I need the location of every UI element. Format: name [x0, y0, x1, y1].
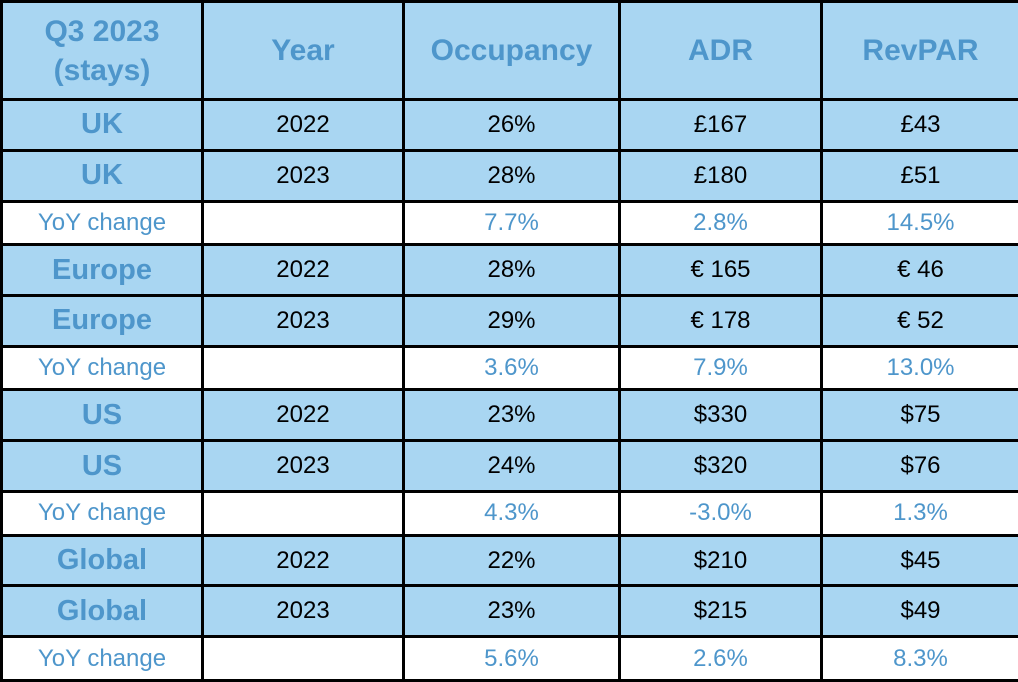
cell-revpar: € 46	[820, 243, 1018, 297]
cell-adr: 2.8%	[618, 199, 823, 247]
region-data-row: US 2023 24% $320 $76	[0, 439, 1018, 493]
cell-occupancy: 23%	[402, 584, 621, 639]
header-cell-adr: ADR	[618, 0, 823, 101]
region-data-row: Global 2023 23% $215 $49	[0, 584, 1018, 639]
cell-revpar: 1.3%	[820, 490, 1018, 537]
cell-occupancy: 23%	[402, 388, 621, 443]
region-data-row: Global 2022 22% $210 $45	[0, 533, 1018, 588]
cell-occupancy: 28%	[402, 148, 621, 203]
cell-region: Europe	[0, 294, 204, 348]
cell-year	[201, 635, 405, 682]
cell-year	[201, 490, 405, 537]
cell-revpar: € 52	[820, 294, 1018, 348]
cell-region: Global	[0, 533, 204, 588]
yoy-change-row: YoY change 3.6% 7.9% 13.0%	[0, 344, 1018, 392]
yoy-change-row: YoY change 4.3% -3.0% 1.3%	[0, 490, 1018, 537]
cell-year: 2023	[201, 148, 405, 203]
cell-adr: $320	[618, 439, 823, 493]
cell-year: 2022	[201, 388, 405, 443]
cell-occupancy: 4.3%	[402, 490, 621, 537]
cell-region: UK	[0, 148, 204, 203]
yoy-change-row: YoY change 5.6% 2.6% 8.3%	[0, 635, 1018, 682]
cell-year: 2022	[201, 243, 405, 297]
cell-adr: 7.9%	[618, 344, 823, 392]
cell-region: Global	[0, 584, 204, 639]
cell-region: YoY change	[0, 344, 204, 392]
cell-revpar: 8.3%	[820, 635, 1018, 682]
cell-revpar: 13.0%	[820, 344, 1018, 392]
cell-adr: $215	[618, 584, 823, 639]
cell-revpar: $45	[820, 533, 1018, 588]
cell-adr: £167	[618, 98, 823, 152]
cell-revpar: 14.5%	[820, 199, 1018, 247]
cell-adr: $210	[618, 533, 823, 588]
cell-occupancy: 7.7%	[402, 199, 621, 247]
cell-region: US	[0, 439, 204, 493]
cell-revpar: £51	[820, 148, 1018, 203]
cell-adr: $330	[618, 388, 823, 443]
cell-adr: € 178	[618, 294, 823, 348]
region-data-row: Europe 2023 29% € 178 € 52	[0, 294, 1018, 348]
cell-year	[201, 199, 405, 247]
cell-year: 2022	[201, 98, 405, 152]
region-data-row: US 2022 23% $330 $75	[0, 388, 1018, 443]
header-row: Q3 2023 (stays) Year Occupancy ADR RevPA…	[0, 0, 1018, 101]
cell-region: YoY change	[0, 199, 204, 247]
region-data-row: Europe 2022 28% € 165 € 46	[0, 243, 1018, 297]
cell-occupancy: 26%	[402, 98, 621, 152]
cell-revpar: £43	[820, 98, 1018, 152]
cell-revpar: $75	[820, 388, 1018, 443]
cell-region: YoY change	[0, 490, 204, 537]
header-cell-year: Year	[201, 0, 405, 101]
cell-occupancy: 3.6%	[402, 344, 621, 392]
region-data-row: UK 2023 28% £180 £51	[0, 148, 1018, 203]
cell-revpar: $49	[820, 584, 1018, 639]
cell-adr: £180	[618, 148, 823, 203]
header-cell-occupancy: Occupancy	[402, 0, 621, 101]
header-cell-revpar: RevPAR	[820, 0, 1018, 101]
cell-occupancy: 5.6%	[402, 635, 621, 682]
cell-revpar: $76	[820, 439, 1018, 493]
region-data-row: UK 2022 26% £167 £43	[0, 98, 1018, 152]
cell-occupancy: 29%	[402, 294, 621, 348]
cell-year: 2022	[201, 533, 405, 588]
cell-adr: -3.0%	[618, 490, 823, 537]
cell-occupancy: 24%	[402, 439, 621, 493]
cell-region: Europe	[0, 243, 204, 297]
cell-year: 2023	[201, 584, 405, 639]
cell-adr: € 165	[618, 243, 823, 297]
cell-year: 2023	[201, 294, 405, 348]
cell-occupancy: 28%	[402, 243, 621, 297]
cell-region: UK	[0, 98, 204, 152]
cell-region: US	[0, 388, 204, 443]
cell-year: 2023	[201, 439, 405, 493]
cell-occupancy: 22%	[402, 533, 621, 588]
cell-year	[201, 344, 405, 392]
cell-adr: 2.6%	[618, 635, 823, 682]
header-cell-title: Q3 2023 (stays)	[0, 0, 204, 101]
yoy-change-row: YoY change 7.7% 2.8% 14.5%	[0, 199, 1018, 247]
cell-region: YoY change	[0, 635, 204, 682]
